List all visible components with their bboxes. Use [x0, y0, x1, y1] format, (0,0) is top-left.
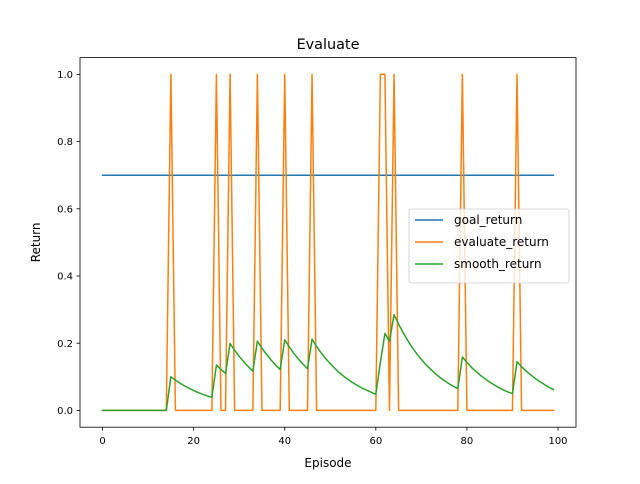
legend-box [408, 208, 570, 284]
lines-layer [101, 73, 555, 412]
x-tick-label: 100 [548, 436, 567, 447]
x-tick-label: 80 [461, 436, 474, 447]
y-tick-label: 0.4 [57, 272, 73, 283]
series-line-evaluate_return [101, 73, 555, 412]
y-tick-label: 0.0 [57, 406, 73, 417]
plot-frame [79, 57, 577, 428]
chart-title: Evaluate [297, 37, 360, 53]
legend-label-evaluate_return: evaluate_return [454, 235, 549, 249]
legend-label-goal_return: goal_return [454, 213, 522, 227]
y-tick-label: 1.0 [57, 70, 73, 81]
x-tick-label: 40 [278, 436, 291, 447]
y-axis-ticks: 0.0 0.2 0.4 0.6 0.8 1.0 [57, 70, 80, 417]
plot-area [79, 57, 577, 428]
legend-label-smooth_return: smooth_return [454, 257, 542, 271]
x-axis-ticks: 0 20 40 60 80 100 [99, 427, 568, 447]
x-tick-label: 0 [99, 436, 105, 447]
legend: goal_return evaluate_return smooth_return [408, 208, 570, 284]
x-tick-label: 20 [187, 436, 200, 447]
series-line-smooth_return [101, 313, 555, 412]
y-tick-label: 0.2 [57, 339, 73, 350]
y-axis-label: Return [29, 222, 43, 262]
x-axis-label: Episode [304, 456, 351, 470]
y-tick-label: 0.8 [57, 137, 73, 148]
x-tick-label: 60 [369, 436, 382, 447]
y-tick-label: 0.6 [57, 204, 73, 215]
